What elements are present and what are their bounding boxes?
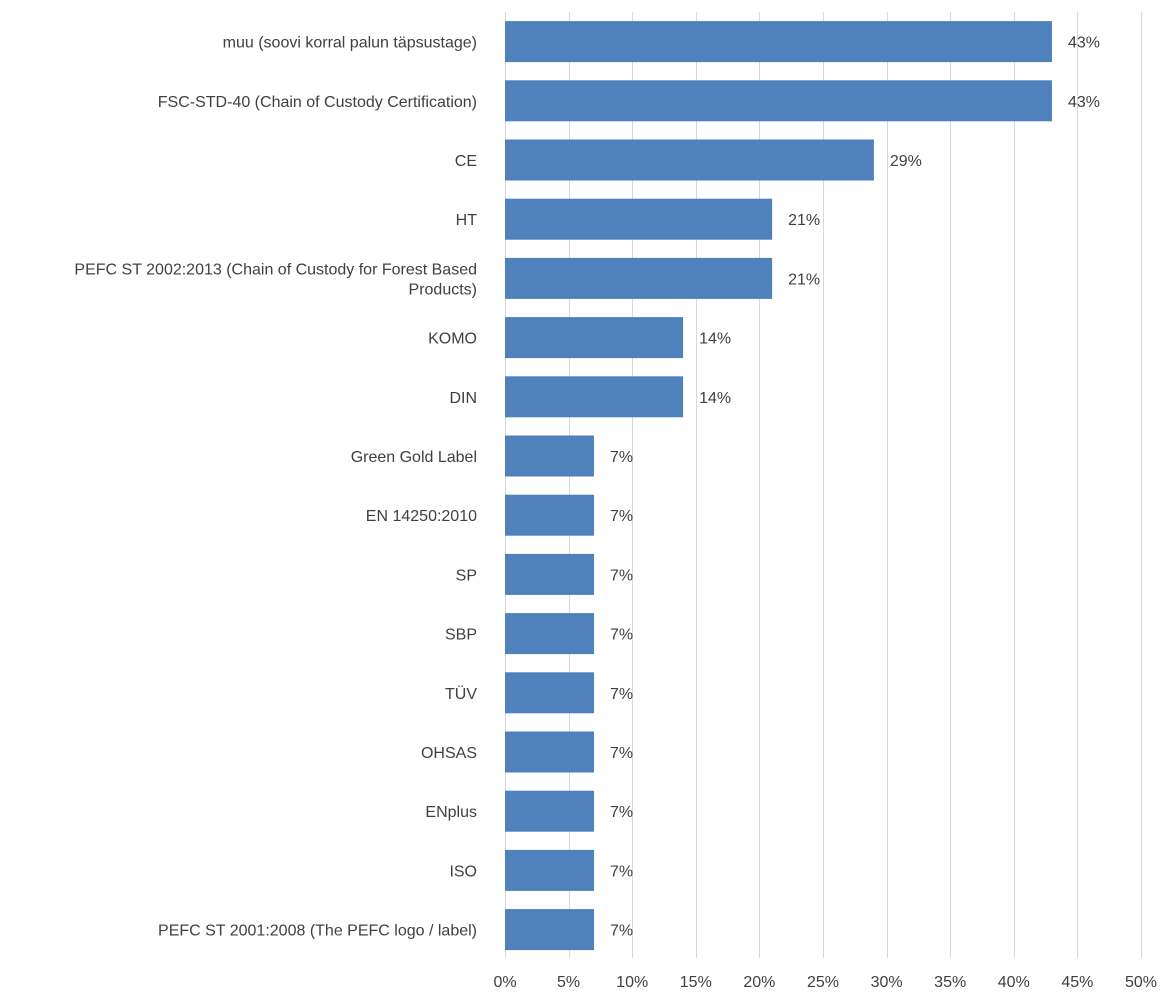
category-label-line: CE — [455, 153, 477, 170]
x-tick-label: 40% — [998, 974, 1030, 991]
category-label: SP — [456, 567, 477, 584]
category-label-line: PEFC ST 2001:2008 (The PEFC logo / label… — [158, 923, 477, 940]
category-label-line: EN 14250:2010 — [366, 508, 477, 525]
category-label: SBP — [445, 627, 477, 644]
category-label: PEFC ST 2002:2013 (Chain of Custody for … — [74, 261, 477, 298]
category-label-line: muu (soovi korral palun täpsustage) — [223, 35, 477, 52]
x-tick-label: 20% — [743, 974, 775, 991]
x-tick-label: 45% — [1061, 974, 1093, 991]
category-label-line: OHSAS — [421, 745, 477, 762]
data-labels: 43% 43% 29% 21% 21% 14% 14% 7% 7% 7% 7% 7% 7% 7% 7% 7% — [610, 35, 1100, 940]
data-label: 7% — [610, 627, 633, 644]
data-label: 29% — [890, 153, 922, 170]
bar — [505, 849, 595, 891]
bar — [505, 731, 595, 773]
category-label: CE — [455, 153, 477, 170]
category-label: HT — [456, 212, 478, 229]
category-label-line: DIN — [449, 390, 477, 407]
bar — [505, 494, 595, 536]
category-labels: muu (soovi korral palun täpsustage) FSC-S… — [74, 35, 477, 940]
category-label: FSC-STD-40 (Chain of Custody Certificati… — [158, 94, 477, 111]
bar — [505, 672, 595, 714]
category-label: KOMO — [428, 331, 477, 348]
category-label: TÜV — [445, 685, 477, 703]
x-tick-label: 25% — [807, 974, 839, 991]
x-tick-label: 30% — [871, 974, 903, 991]
x-tick-label: 50% — [1125, 974, 1157, 991]
category-label-line: Green Gold Label — [351, 449, 477, 466]
bar — [505, 257, 773, 299]
bar — [505, 790, 595, 832]
category-label-line: HT — [456, 212, 478, 229]
category-label-line: SBP — [445, 627, 477, 644]
data-label: 43% — [1068, 94, 1100, 111]
bar — [505, 376, 684, 418]
category-label-line: Products) — [409, 281, 477, 298]
data-label: 7% — [610, 804, 633, 821]
category-label: OHSAS — [421, 745, 477, 762]
data-label: 7% — [610, 923, 633, 940]
category-label: EN 14250:2010 — [366, 508, 477, 525]
bar — [505, 139, 874, 181]
x-tick-label: 5% — [557, 974, 580, 991]
category-label: muu (soovi korral palun täpsustage) — [223, 35, 477, 52]
x-axis-ticks: 0% 5% 10% 15% 20% 25% 30% 35% 40% 45% 50% — [493, 974, 1157, 991]
data-label: 14% — [699, 331, 731, 348]
data-label: 7% — [610, 567, 633, 584]
bars — [505, 21, 1052, 951]
data-label: 43% — [1068, 35, 1100, 52]
bar — [505, 317, 684, 359]
data-label: 21% — [788, 271, 820, 288]
data-label: 21% — [788, 212, 820, 229]
category-label: ENplus — [425, 804, 477, 821]
bar — [505, 613, 595, 655]
category-label-line: PEFC ST 2002:2013 (Chain of Custody for … — [74, 261, 477, 278]
bar — [505, 21, 1052, 63]
category-label-line: FSC-STD-40 (Chain of Custody Certificati… — [158, 94, 477, 111]
x-tick-label: 35% — [934, 974, 966, 991]
bar — [505, 909, 595, 951]
category-label-line: SP — [456, 567, 477, 584]
bar — [505, 435, 595, 477]
category-label: DIN — [449, 390, 477, 407]
category-label: PEFC ST 2001:2008 (The PEFC logo / label… — [158, 923, 477, 940]
bar — [505, 80, 1052, 122]
bar — [505, 553, 595, 595]
category-label-line: KOMO — [428, 331, 477, 348]
data-label: 14% — [699, 390, 731, 407]
data-label: 7% — [610, 863, 633, 880]
bar — [505, 198, 773, 240]
category-label-line: ISO — [449, 863, 477, 880]
x-tick-label: 10% — [616, 974, 648, 991]
data-label: 7% — [610, 686, 633, 703]
x-tick-label: 15% — [680, 974, 712, 991]
category-label-line: ENplus — [425, 804, 477, 821]
category-label-line: TÜV — [445, 685, 477, 703]
x-tick-label: 0% — [493, 974, 516, 991]
category-label: ISO — [449, 863, 477, 880]
data-label: 7% — [610, 449, 633, 466]
category-label: Green Gold Label — [351, 449, 477, 466]
data-label: 7% — [610, 745, 633, 762]
data-label: 7% — [610, 508, 633, 525]
